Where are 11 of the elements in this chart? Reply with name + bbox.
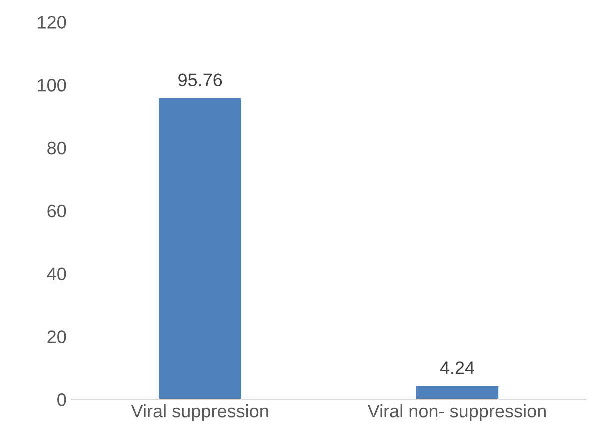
x-tick-label: Viral suppression [131,404,268,422]
y-tick-label: 120 [38,16,66,29]
x-tick-label: Viral non- suppression [368,404,546,422]
y-tick-label: 100 [38,79,66,92]
data-label: 95.76 [178,74,222,87]
y-tick-label: 40 [47,268,66,281]
y-tick-label: 20 [48,330,66,344]
data-label: 4.24 [440,362,475,374]
y-tick-label: 0 [58,394,66,406]
y-tick-label: 60 [48,204,66,218]
y-tick-label: 80 [48,142,66,155]
